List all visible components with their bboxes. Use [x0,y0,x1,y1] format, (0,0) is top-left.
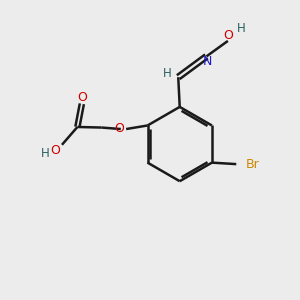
Text: H: H [163,67,171,80]
Text: O: O [115,122,124,135]
Text: O: O [223,29,233,42]
Text: H: H [41,147,50,160]
Text: H: H [237,22,246,35]
Text: O: O [77,91,87,104]
Text: N: N [203,55,212,68]
Text: O: O [50,144,60,157]
Text: Br: Br [246,158,260,171]
